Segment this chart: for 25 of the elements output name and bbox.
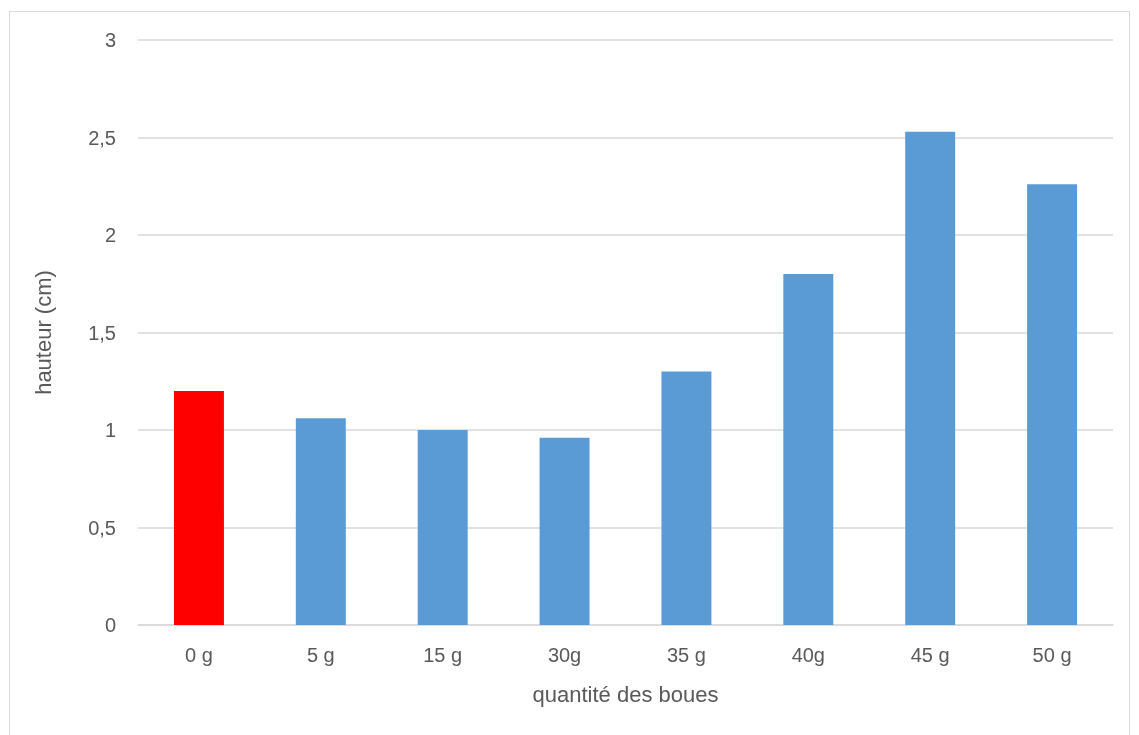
y-tick-label: 2 xyxy=(104,224,116,246)
x-tick-label: 30g xyxy=(547,644,582,666)
x-tick-label: 50 g xyxy=(1032,644,1072,666)
bar xyxy=(661,371,712,625)
x-tick-label: 0 g xyxy=(185,644,213,666)
y-tick-label: 3 xyxy=(104,29,116,51)
y-axis-title: hauteur (cm) xyxy=(30,270,56,395)
y-tick-label: 1,5 xyxy=(88,321,116,344)
y-tick-label: 1 xyxy=(104,419,116,441)
bar xyxy=(173,391,224,625)
x-tick-label: 40g xyxy=(791,644,825,666)
bar xyxy=(295,418,346,625)
x-tick-label: 35 g xyxy=(666,644,706,666)
bar xyxy=(539,437,590,625)
y-tick-label: 2,5 xyxy=(88,126,116,149)
bar xyxy=(1027,184,1078,625)
y-tick-label: 0,5 xyxy=(88,516,116,539)
x-tick-label: 45 g xyxy=(910,644,950,666)
x-tick-label: 5 g xyxy=(306,644,335,666)
bar xyxy=(783,274,834,625)
y-tick-label: 0 xyxy=(104,614,116,636)
bar xyxy=(417,430,468,625)
bar xyxy=(905,131,956,625)
x-tick-label: 15 g xyxy=(423,644,463,666)
x-axis-title: quantité des boues xyxy=(532,681,719,707)
